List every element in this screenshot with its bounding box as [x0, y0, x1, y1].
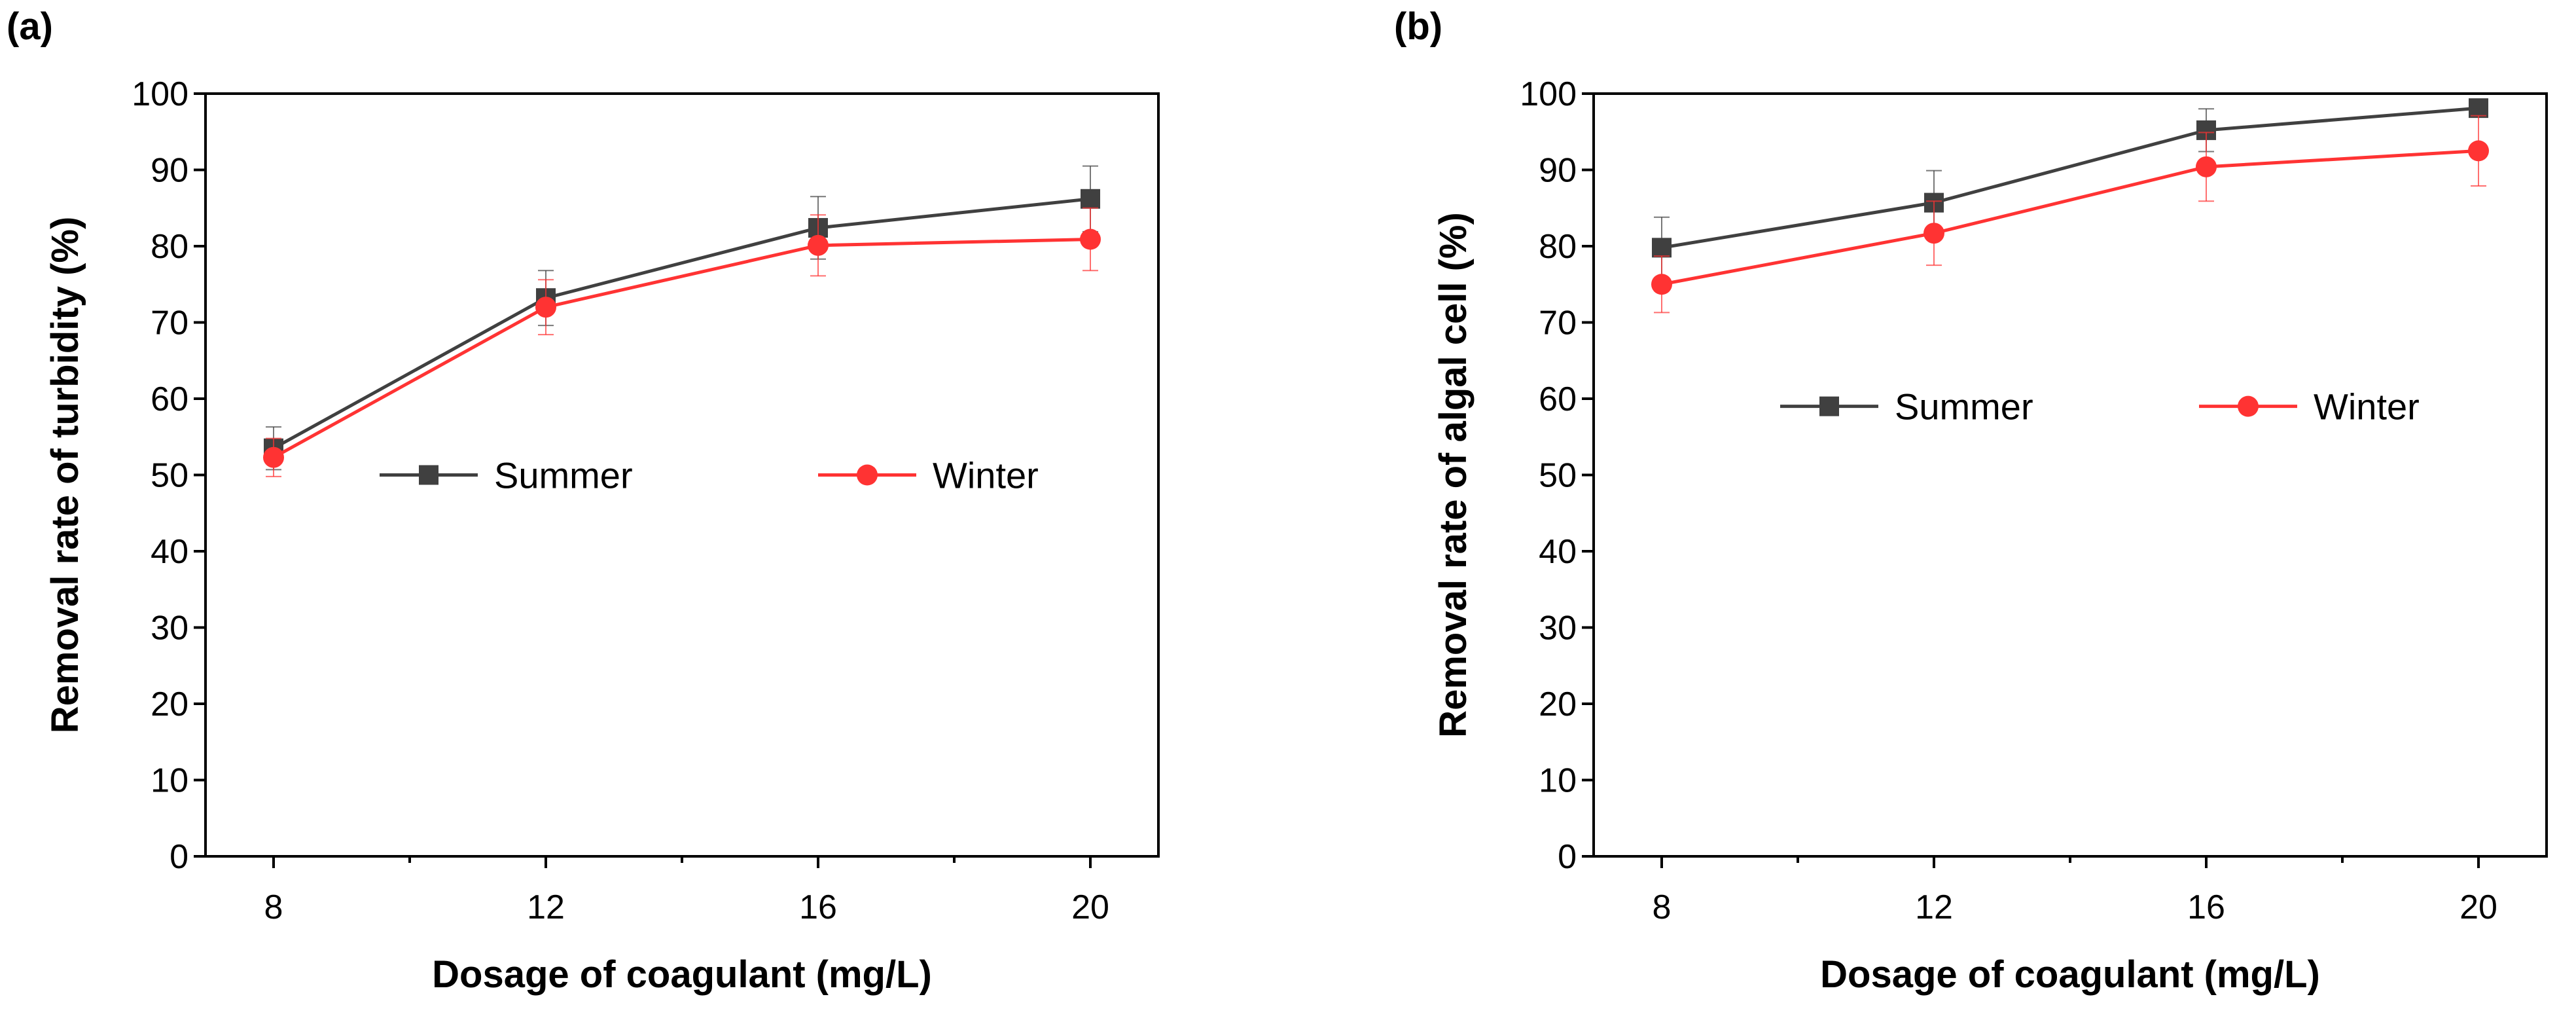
legend-label: Summer [1895, 386, 2033, 428]
x-axis-label: Dosage of coagulant (mg/L) [432, 953, 932, 996]
y-tick-label: 60 [1539, 380, 1577, 418]
x-tick-label: 12 [527, 888, 565, 926]
y-tick-label: 40 [151, 533, 188, 571]
y-tick-label: 80 [1539, 228, 1577, 266]
data-point-circle [2196, 156, 2217, 177]
legend-label: Winter [2314, 386, 2420, 428]
y-tick-label: 100 [132, 75, 188, 113]
chart-panel-b: (b) 0 10 20 30 40 50 60 70 80 90 100 8 12 16 20 Dosage o… [1394, 5, 2548, 996]
y-tick-label: 70 [1539, 304, 1577, 342]
x-axis-label: Dosage of coagulant (mg/L) [1820, 953, 2320, 996]
chart-panel-a: (a) 0 10 20 30 40 50 60 70 80 90 100 8 12 16 20 Dosage o… [7, 5, 1160, 996]
legend-square-icon [419, 465, 438, 485]
panel-label: (a) [7, 5, 53, 48]
series-line [1661, 149, 2479, 286]
x-tick-label: 8 [264, 888, 283, 926]
y-tick-label: 30 [151, 610, 188, 647]
legend-item-summer: Summer [1780, 386, 2033, 428]
y-tick-label: 100 [1520, 75, 1577, 113]
panel-label: (b) [1394, 5, 1442, 48]
y-tick-label: 10 [1539, 762, 1577, 800]
legend-label: Summer [494, 455, 633, 496]
legend-circle-icon [857, 464, 878, 486]
y-tick-label: 50 [1539, 457, 1577, 495]
y-tick-label: 70 [151, 304, 188, 342]
y-axis-label: Removal rate of turbidity (%) [44, 217, 86, 734]
data-point-circle [1651, 274, 1672, 295]
y-tick-label: 10 [151, 762, 188, 800]
legend-label: Winter [933, 455, 1039, 496]
x-tick-label: 12 [1915, 888, 1953, 926]
legend-item-winter: Winter [818, 455, 1039, 496]
data-point-circle [1923, 223, 1944, 244]
legend-item-winter: Winter [2199, 386, 2420, 428]
series-winter [1651, 115, 2489, 314]
legend-circle-icon [2238, 395, 2259, 417]
y-axis-label: Removal rate of algal cell (%) [1432, 212, 1475, 738]
y-tick-label: 20 [151, 685, 188, 723]
series-line [1661, 106, 2479, 249]
y-tick-label: 90 [1539, 152, 1577, 190]
data-point-square [1081, 189, 1100, 209]
y-tick-label: 50 [151, 457, 188, 495]
data-point-circle [1080, 228, 1101, 250]
y-tick-label: 0 [170, 838, 188, 876]
y-tick-label: 90 [151, 152, 188, 190]
x-tick-label: 20 [2460, 888, 2497, 926]
series-summer [1652, 98, 2488, 279]
data-point-circle [535, 297, 556, 318]
series-line [272, 197, 1091, 450]
legend-square-icon [1819, 396, 1839, 416]
y-tick-label: 60 [151, 380, 188, 418]
y-tick-label: 80 [151, 228, 188, 266]
x-tick-label: 16 [2187, 888, 2225, 926]
plot-frame [1592, 92, 2548, 858]
y-tick-label: 30 [1539, 610, 1577, 647]
data-point-circle [2468, 140, 2489, 162]
series-summer [264, 165, 1100, 471]
x-tick-label: 20 [1071, 888, 1109, 926]
data-point-circle [263, 446, 284, 468]
series-line [272, 238, 1091, 459]
y-tick-label: 40 [1539, 533, 1577, 571]
data-point-circle [808, 234, 829, 256]
x-tick-label: 8 [1653, 888, 1672, 926]
y-tick-label: 20 [1539, 685, 1577, 723]
data-point-square [1652, 238, 1672, 258]
series-winter [263, 207, 1101, 477]
data-point-square [2469, 98, 2488, 118]
x-tick-label: 16 [799, 888, 837, 926]
legend-item-summer: Summer [380, 455, 633, 496]
y-tick-label: 0 [1558, 838, 1577, 876]
